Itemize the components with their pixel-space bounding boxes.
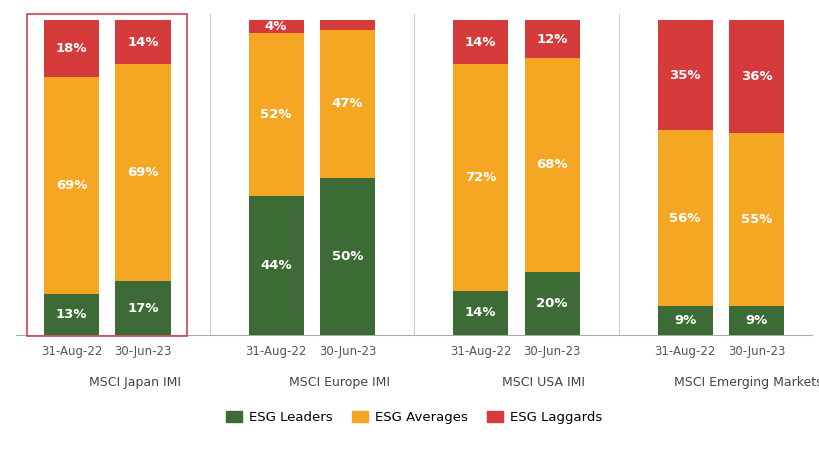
- Bar: [248, 33, 303, 196]
- Bar: [248, 196, 303, 335]
- Text: 69%: 69%: [127, 166, 159, 179]
- Text: MSCI Emerging Markets: MSCI Emerging Markets: [673, 376, 819, 389]
- Bar: [657, 306, 712, 335]
- Text: 17%: 17%: [127, 302, 159, 314]
- Bar: [319, 178, 374, 335]
- Bar: [728, 20, 783, 133]
- Text: 69%: 69%: [56, 179, 87, 192]
- Text: 68%: 68%: [536, 159, 568, 172]
- Bar: [657, 130, 712, 306]
- Bar: [44, 20, 99, 77]
- Bar: [524, 20, 579, 58]
- Bar: [453, 291, 508, 335]
- Text: 12%: 12%: [536, 33, 568, 46]
- Text: 18%: 18%: [56, 42, 87, 55]
- Bar: [115, 64, 170, 281]
- Text: 9%: 9%: [673, 314, 695, 327]
- Bar: [453, 20, 508, 64]
- Text: 14%: 14%: [464, 36, 495, 49]
- Bar: [115, 20, 170, 64]
- Text: 72%: 72%: [464, 171, 495, 184]
- Text: 9%: 9%: [744, 314, 767, 327]
- Bar: [524, 58, 579, 272]
- Text: MSCI Europe IMI: MSCI Europe IMI: [288, 376, 389, 389]
- Bar: [44, 294, 99, 335]
- Text: 35%: 35%: [668, 69, 700, 82]
- Text: 4%: 4%: [265, 20, 287, 33]
- Bar: [728, 306, 783, 335]
- Text: 50%: 50%: [332, 250, 363, 263]
- Bar: [657, 20, 712, 130]
- Text: 44%: 44%: [260, 259, 292, 272]
- Text: 47%: 47%: [332, 97, 363, 110]
- Bar: [115, 281, 170, 335]
- Bar: [728, 133, 783, 306]
- Text: 14%: 14%: [464, 306, 495, 319]
- Bar: [44, 77, 99, 294]
- Text: MSCI USA IMI: MSCI USA IMI: [502, 376, 585, 389]
- Text: 36%: 36%: [740, 70, 771, 83]
- Bar: [319, 30, 374, 178]
- Bar: [453, 64, 508, 291]
- Text: 56%: 56%: [668, 212, 700, 225]
- Bar: [524, 272, 579, 335]
- Text: 13%: 13%: [56, 308, 87, 321]
- Legend: ESG Leaders, ESG Averages, ESG Laggards: ESG Leaders, ESG Averages, ESG Laggards: [226, 412, 601, 425]
- Text: 20%: 20%: [536, 297, 568, 310]
- Bar: [248, 20, 303, 33]
- Text: MSCI Japan IMI: MSCI Japan IMI: [88, 376, 180, 389]
- Bar: [319, 20, 374, 30]
- Text: 14%: 14%: [127, 36, 159, 49]
- Text: 52%: 52%: [260, 108, 292, 121]
- Text: 55%: 55%: [740, 213, 771, 226]
